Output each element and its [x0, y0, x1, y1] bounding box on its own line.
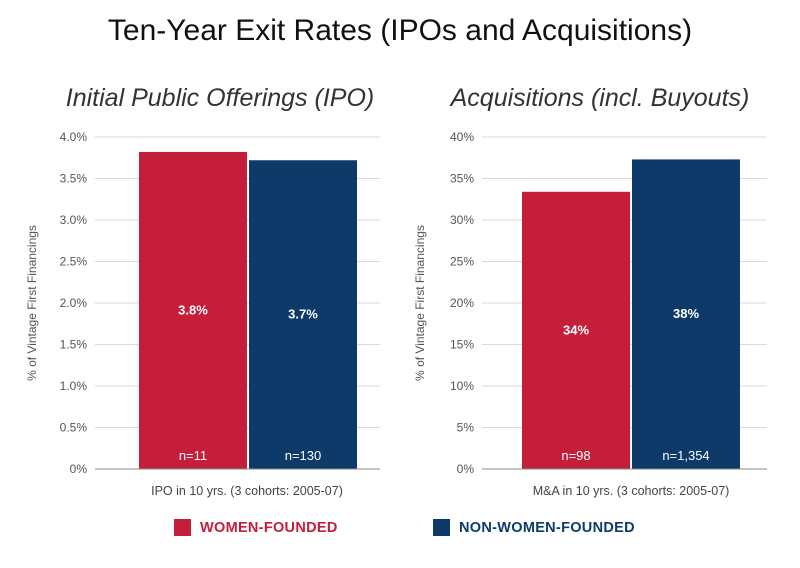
ma-bar-value-label: 38%	[673, 306, 699, 321]
legend-label-non-women: NON-WOMEN-FOUNDED	[459, 519, 635, 536]
ma-bar-non-women	[632, 159, 740, 469]
ma-y-axis-label: % of Vintage First Financings	[413, 225, 427, 381]
ipo-bar-women	[139, 151, 247, 469]
ipo-bar-n-label: n=130	[285, 448, 322, 463]
ipo-y-tick-label: 4.0%	[60, 130, 88, 144]
legend-label-women: WOMEN-FOUNDED	[200, 519, 338, 536]
ipo-y-tick-label: 2.5%	[60, 255, 88, 269]
ma-x-axis-label: M&A in 10 yrs. (3 cohorts: 2005-07)	[533, 484, 730, 498]
ma-y-tick-label: 10%	[450, 379, 474, 393]
ma-y-tick-label: 30%	[450, 213, 474, 227]
ipo-bar-n-label: n=11	[179, 448, 207, 463]
ma-y-tick-label: 35%	[450, 172, 474, 186]
legend-swatch-women	[174, 519, 191, 536]
ma-y-tick-label: 40%	[450, 130, 474, 144]
ipo-bar-value-label: 3.8%	[178, 302, 208, 317]
ipo-panel-title: Initial Public Offerings (IPO)	[65, 84, 375, 112]
chart-title: Ten-Year Exit Rates (IPOs and Acquisitio…	[107, 14, 693, 47]
ma-bar-n-label: n=1,354	[662, 448, 709, 463]
legend-item-women: WOMEN-FOUNDED	[174, 519, 338, 536]
ma-bar-value-label: 34%	[563, 322, 589, 337]
ma-chart: 0% 5% 10% 15% 20% 25% 30% 35% 40% 34% n=98 38% n=1,3…	[413, 130, 767, 498]
ipo-chart: 0% 0.5% 1.0% 1.5% 2.0% 2.5% 3.0% 3.5% 4.0% 3.8% n=…	[25, 130, 380, 498]
ma-y-tick-label: 25%	[450, 255, 474, 269]
acquisitions-panel-title: Acquisitions (incl. Buyouts)	[450, 84, 750, 112]
ipo-bar-value-label: 3.7%	[288, 307, 318, 322]
legend-item-non-women: NON-WOMEN-FOUNDED	[433, 519, 635, 536]
ma-y-tick-label: 20%	[450, 296, 474, 310]
ipo-y-tick-label: 1.5%	[60, 338, 88, 352]
ma-y-tick-label: 5%	[457, 421, 475, 435]
ipo-y-tick-label: 0%	[70, 462, 88, 476]
ipo-y-tick-label: 3.5%	[60, 172, 88, 186]
legend-swatch-non-women	[433, 519, 450, 536]
ipo-y-tick-label: 2.0%	[60, 296, 88, 310]
ipo-y-tick-label: 3.0%	[60, 213, 88, 227]
ma-bar-n-label: n=98	[561, 448, 590, 463]
ipo-y-axis-label: % of Vintage First Financings	[25, 225, 39, 381]
ma-y-tick-label: 0%	[457, 462, 475, 476]
legend: WOMEN-FOUNDED NON-WOMEN-FOUNDED	[0, 519, 800, 543]
ipo-y-tick-label: 0.5%	[60, 421, 88, 435]
ipo-bar-non-women	[249, 160, 357, 470]
ma-y-tick-label: 15%	[450, 338, 474, 352]
ipo-y-tick-label: 1.0%	[60, 379, 88, 393]
ma-bar-women	[522, 191, 630, 469]
ipo-x-axis-label: IPO in 10 yrs. (3 cohorts: 2005-07)	[151, 484, 343, 498]
